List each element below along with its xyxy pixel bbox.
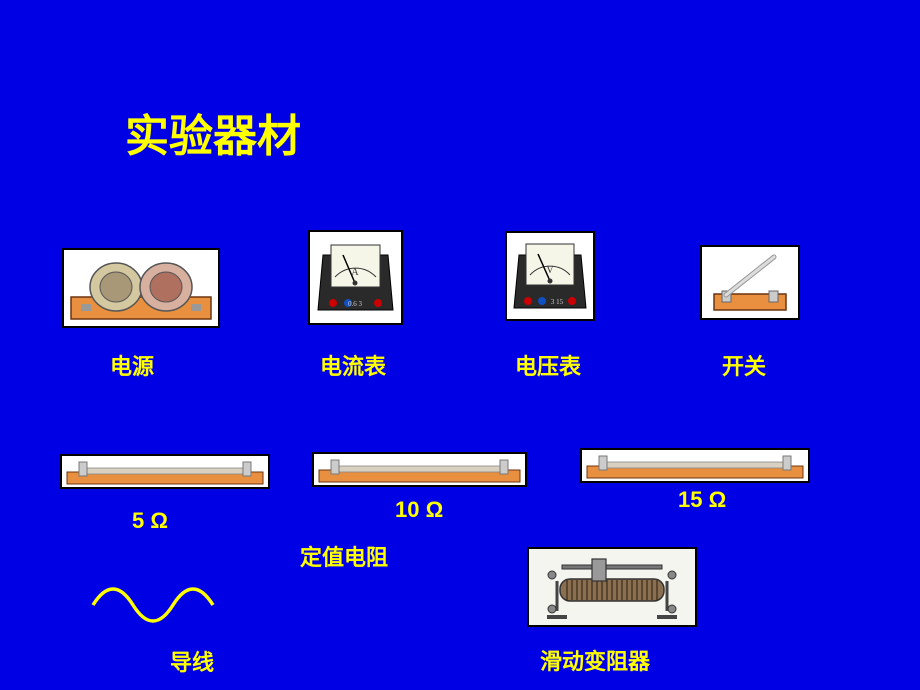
rheostat-image [527, 547, 697, 627]
switch-label: 开关 [722, 349, 766, 381]
switch-image [700, 245, 800, 320]
svg-text:0.6 3: 0.6 3 [348, 300, 363, 308]
resistor-15ohm-image [580, 448, 810, 483]
power-source-label: 电源 [110, 349, 154, 381]
fixed-resistor-label: 定值电阻 [300, 540, 388, 572]
resistor-10ohm-image [312, 452, 527, 487]
page-title: 实验器材 [125, 100, 301, 164]
svg-text:3 15: 3 15 [551, 298, 564, 306]
voltmeter-image: V 3 15 [505, 231, 595, 321]
rheostat-label: 滑动变阻器 [540, 644, 650, 676]
resistor-10ohm-label: 10 Ω [395, 497, 443, 523]
voltmeter-label: 电压表 [515, 349, 581, 381]
resistor-5ohm-label: 5 Ω [132, 508, 168, 534]
wire-image [88, 575, 228, 630]
resistor-5ohm-image [60, 454, 270, 489]
ammeter-label: 电流表 [320, 349, 386, 381]
svg-text:A: A [351, 267, 359, 278]
svg-text:V: V [546, 265, 554, 276]
resistor-15ohm-label: 15 Ω [678, 487, 726, 513]
power-source-image [62, 248, 220, 328]
wire-label: 导线 [170, 645, 214, 677]
ammeter-image: A 0.6 3 [308, 230, 403, 325]
